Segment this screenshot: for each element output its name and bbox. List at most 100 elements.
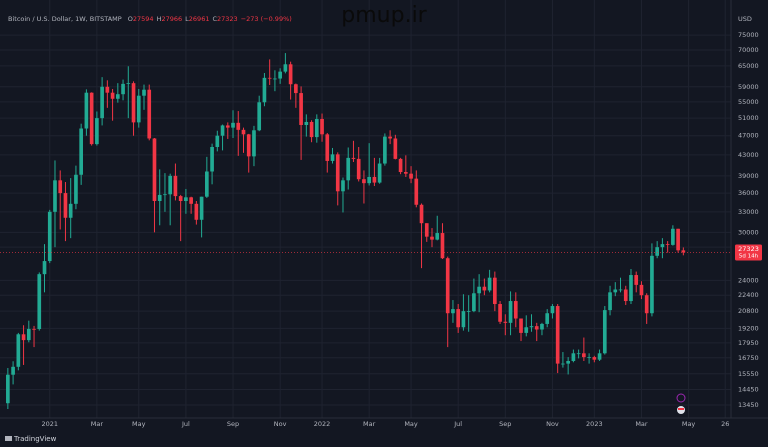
ohlc-value: 27323 [217, 15, 238, 23]
x-tick-label: May [132, 420, 146, 428]
candle-body [273, 78, 277, 80]
legend-header: Bitcoin / U.S. Dollar, 1W, BITSTAMP O275… [8, 15, 292, 23]
candle-body [37, 274, 42, 330]
candle-body [561, 363, 565, 365]
candle-body [189, 197, 193, 204]
candle-body [351, 157, 356, 159]
candle-body [95, 118, 99, 145]
candle-body [68, 203, 73, 218]
candle-body [168, 175, 173, 195]
ohlc-value: 27594 [133, 15, 154, 23]
candle-body [341, 180, 345, 192]
x-tick-label: Jul [453, 420, 462, 428]
x-tick-label: Mar [91, 420, 104, 428]
candle-body [16, 334, 21, 367]
candle-body [84, 92, 89, 129]
candle-body [618, 289, 623, 291]
y-tick-label: 19200 [738, 324, 759, 332]
candle-body [100, 86, 104, 119]
candle-body [430, 236, 434, 240]
y-tick-label: 55000 [738, 98, 759, 106]
candle-body [451, 309, 455, 314]
y-tick-label: 20800 [738, 307, 759, 315]
candle-body [231, 122, 235, 128]
x-tick-label: 2022 [314, 420, 331, 428]
candle-body [32, 328, 36, 330]
candle-body [152, 138, 157, 202]
candle-body [136, 95, 141, 123]
candle-body [445, 258, 450, 314]
candle-body [540, 323, 544, 330]
candle-body [367, 176, 371, 184]
candle-body [262, 77, 267, 103]
candle-body [608, 292, 612, 311]
candle-body [534, 326, 539, 330]
candle-body [314, 118, 319, 138]
candle-body [283, 64, 288, 72]
candle-body [210, 146, 214, 172]
candle-body [105, 86, 110, 93]
x-tick-label: May [404, 420, 418, 428]
candle-body [241, 129, 246, 135]
candle-body [634, 275, 639, 285]
candles [6, 53, 686, 410]
candle-body [519, 318, 523, 333]
y-tick-label: 17950 [738, 339, 759, 347]
candle-body [236, 122, 241, 130]
candle-body [414, 178, 419, 205]
candle-body [550, 306, 555, 314]
watermark: pmup.ir [341, 3, 427, 28]
candle-body [524, 327, 529, 333]
candle-body [157, 194, 162, 202]
candle-body [163, 194, 167, 196]
y-tick-label: 36000 [738, 189, 759, 197]
ohlc-key: C [212, 15, 217, 23]
candle-body [246, 134, 251, 157]
candle-body [288, 64, 293, 85]
candle-body [660, 244, 665, 248]
candle-body [74, 174, 78, 204]
y-tick-label: 14450 [738, 386, 759, 394]
y-tick-label: 24000 [738, 276, 759, 284]
x-tick-label: Sep [227, 420, 239, 428]
candle-body [6, 374, 10, 404]
candle-body [623, 289, 628, 302]
candle-body [545, 313, 550, 324]
candle-body [79, 128, 83, 175]
x-tick-label: 2021 [41, 420, 58, 428]
candle-body [555, 306, 560, 364]
candle-body [424, 223, 429, 237]
candle-body [665, 244, 670, 245]
candle-body [487, 277, 492, 291]
candle-body [356, 158, 361, 180]
candle-body [42, 261, 47, 275]
candle-body [252, 130, 256, 157]
candle-body [403, 172, 408, 174]
symbol-title: Bitcoin / U.S. Dollar, 1W, BITSTAMP [8, 15, 122, 23]
candle-body [576, 353, 581, 355]
candle-body [126, 83, 131, 84]
candle-body [482, 286, 487, 291]
price-change: −273 (−0.99%) [241, 15, 292, 23]
candle-body [294, 84, 298, 94]
candle-body [335, 154, 340, 192]
y-tick-label: 13450 [738, 401, 759, 409]
ohlc-key: O [128, 15, 133, 23]
candle-body [278, 71, 282, 79]
y-tick-label: 16750 [738, 354, 759, 362]
x-tick-label: Nov [546, 420, 559, 428]
candle-body [299, 93, 303, 125]
y-tick-label: 15550 [738, 370, 759, 378]
x-tick-label: May [682, 420, 696, 428]
brand-mark [5, 436, 12, 441]
candle-body [115, 94, 120, 99]
y-tick-label: 30000 [738, 228, 759, 236]
candle-body [461, 311, 466, 328]
candle-body [650, 255, 654, 314]
candle-body [613, 289, 618, 293]
candle-body [26, 328, 31, 341]
candle-body [58, 180, 63, 194]
candle-body [587, 357, 591, 358]
event-flag-stripe [678, 408, 684, 410]
